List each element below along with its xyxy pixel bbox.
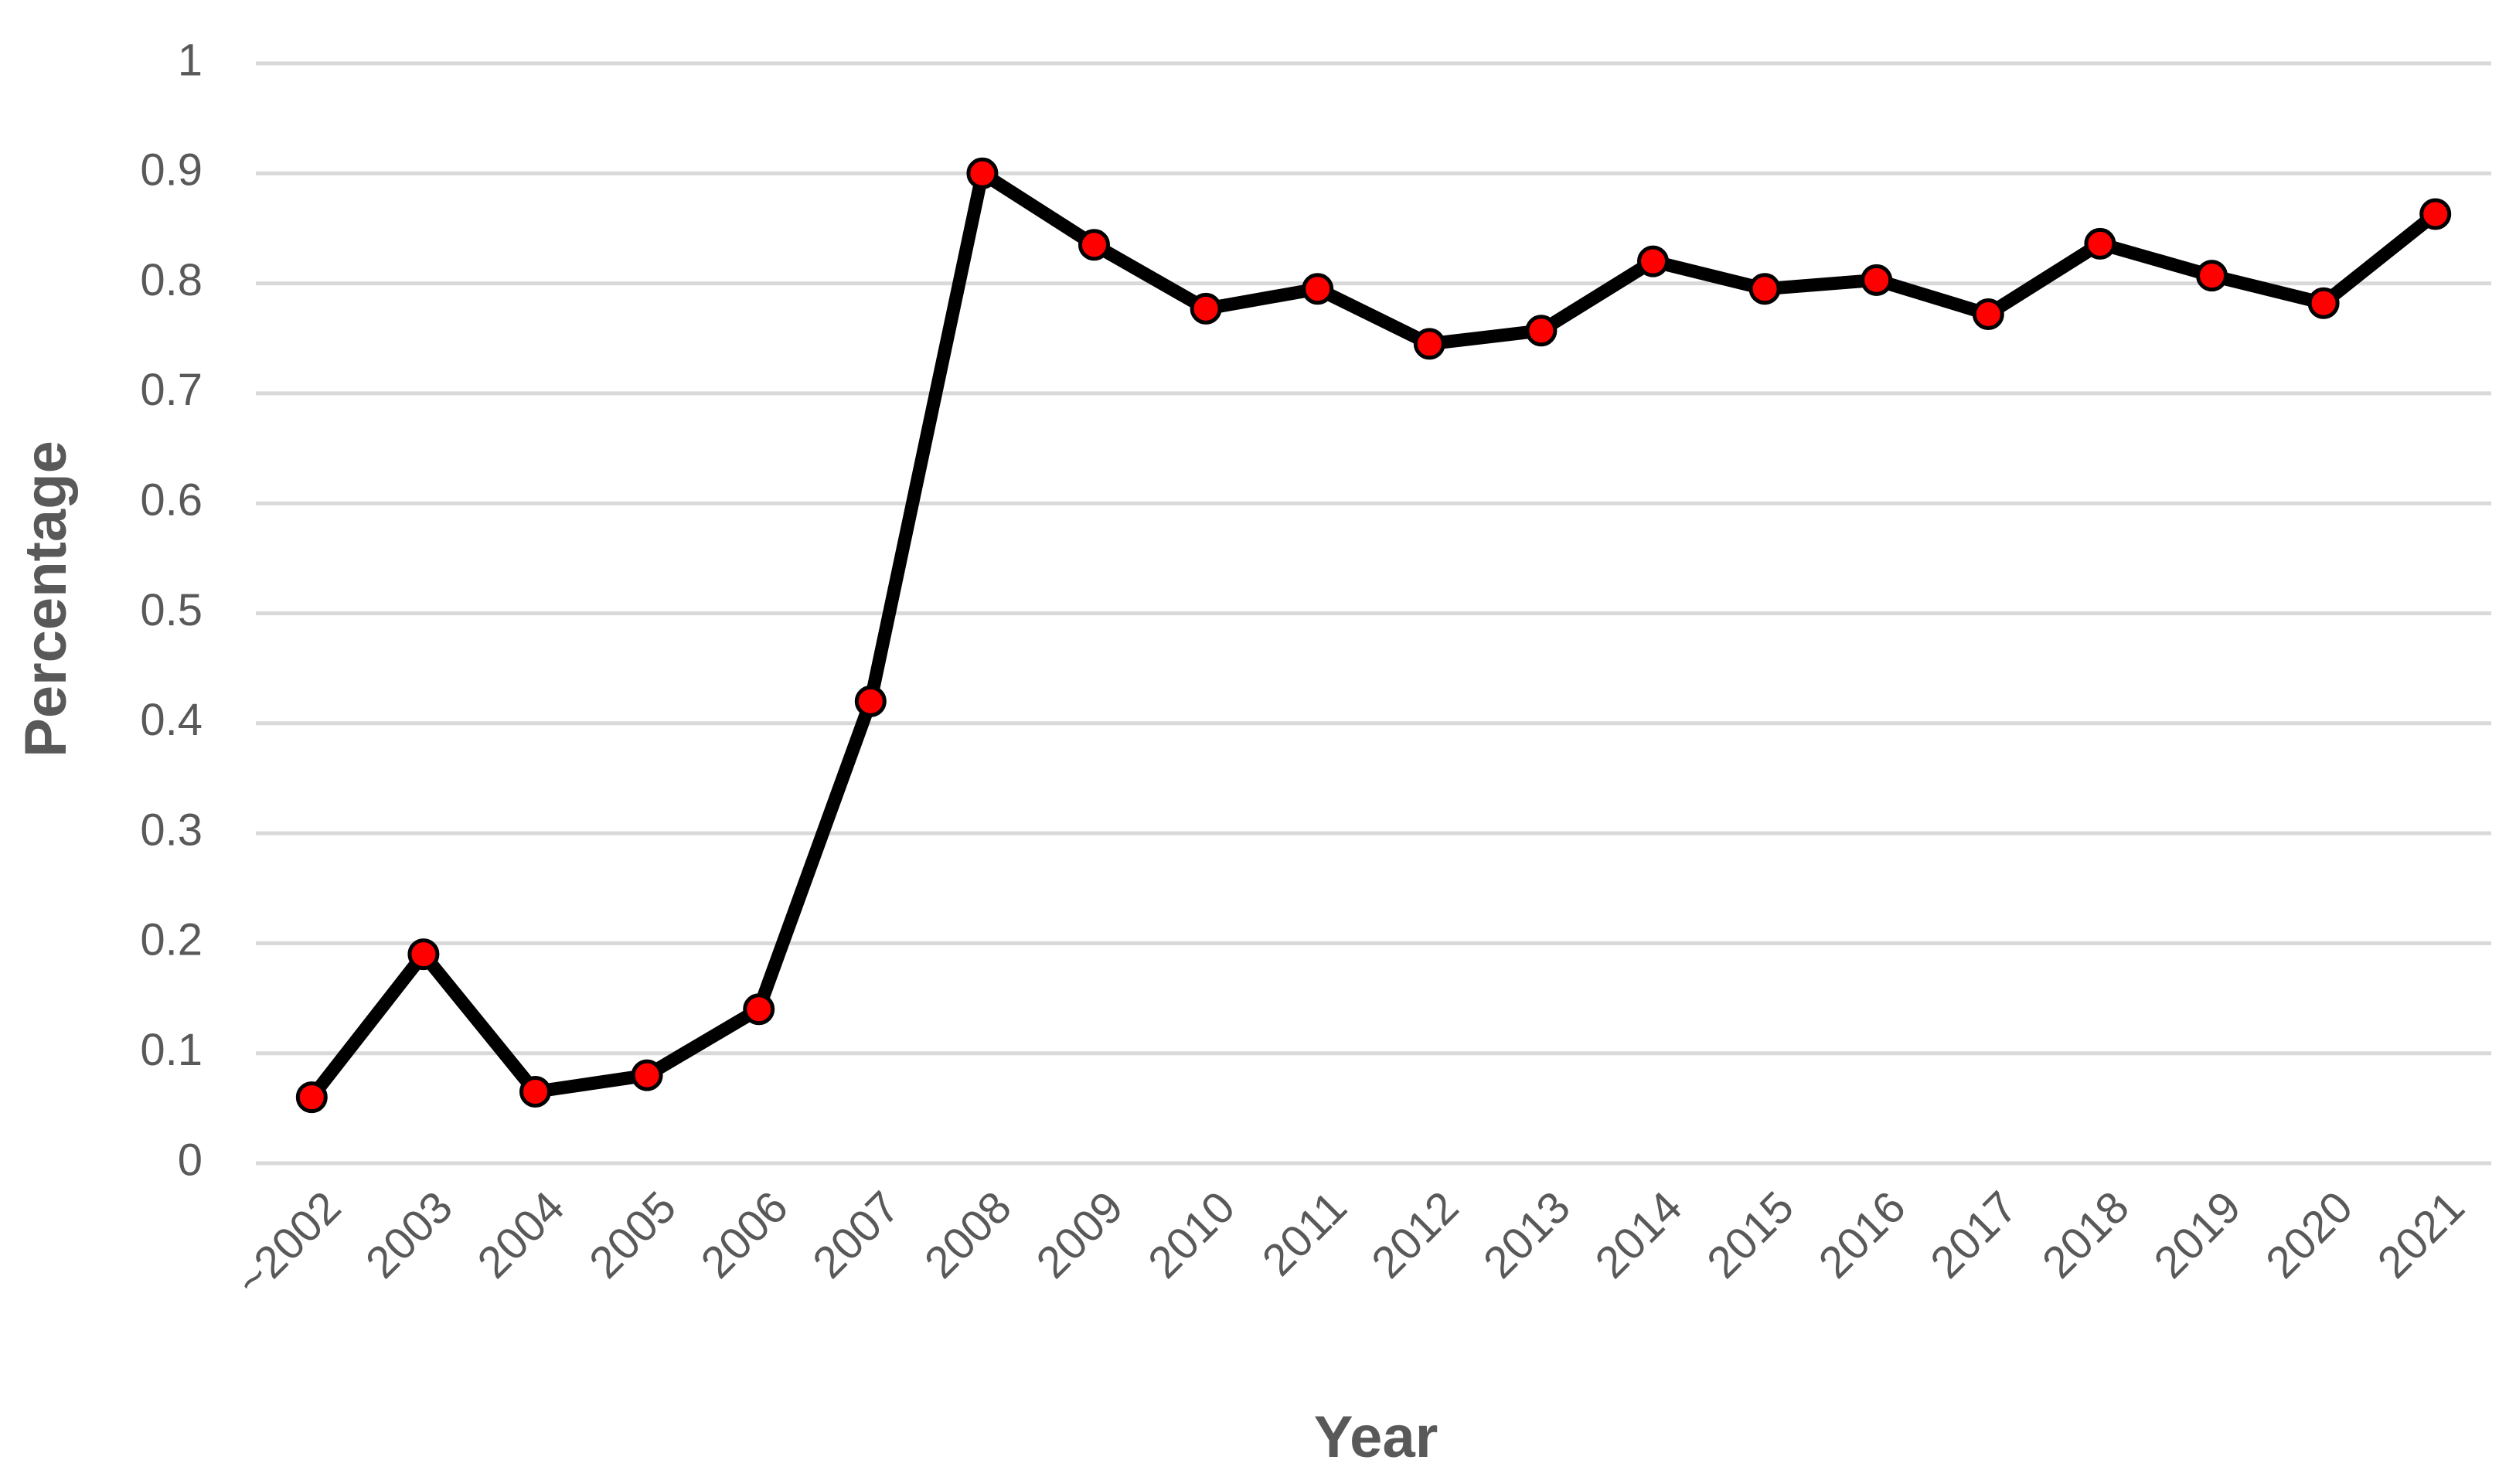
x-tick-label: ~2002 (226, 1182, 350, 1306)
x-tick-label: 2008 (915, 1182, 1021, 1288)
marker (2419, 198, 2452, 230)
marker (1637, 245, 1669, 277)
line (306, 166, 2439, 1101)
y-tick-label: 0.7 (140, 365, 203, 415)
marker (1078, 229, 1110, 261)
y-tick-label: 1 (178, 35, 203, 85)
y-tick-label: 0.2 (140, 915, 203, 965)
x-tick-label: 2003 (356, 1182, 462, 1288)
x-tick-label: 2004 (468, 1182, 574, 1288)
x-tick-label: 2014 (1585, 1182, 1691, 1288)
x-tick-label: 2019 (2144, 1182, 2250, 1288)
x-tick-label: 2015 (1697, 1182, 1803, 1288)
marker (2307, 287, 2340, 319)
y-tick-label: 0.9 (140, 145, 203, 196)
x-tick-label: 2020 (2256, 1182, 2362, 1288)
x-tick-label: 2007 (803, 1182, 909, 1288)
y-tick-label: 0.1 (140, 1025, 203, 1075)
x-tick-label: 2011 (1253, 1182, 1357, 1285)
y-tick-label: 0 (178, 1135, 203, 1185)
marker (1190, 292, 1222, 325)
marker (966, 157, 999, 189)
marker (1302, 273, 1334, 305)
marker (1861, 264, 1893, 296)
x-tick-label: 2010 (1139, 1182, 1244, 1288)
y-tick-label: 0.5 (140, 585, 203, 635)
marker (743, 993, 775, 1026)
x-tick-label: 2021 (2368, 1182, 2474, 1288)
x-tick-label: 2006 (692, 1182, 798, 1288)
marker (2084, 227, 2116, 260)
x-tick-label: 2012 (1362, 1182, 1468, 1288)
y-tick-label: 0.8 (140, 255, 203, 305)
y-tick-label: 0.6 (140, 475, 203, 526)
x-tick-label: 2018 (2033, 1182, 2139, 1288)
y-axis-title: Percentage (13, 441, 79, 757)
marker (631, 1059, 663, 1091)
x-tick-label: 2013 (1474, 1182, 1580, 1288)
marker (854, 685, 887, 717)
marker (519, 1076, 551, 1108)
marker (1972, 298, 2004, 330)
marker (1413, 328, 1445, 360)
x-axis-title: Year (1314, 1404, 1438, 1470)
marker (407, 938, 440, 971)
marker (2196, 260, 2228, 292)
x-tick-label: 2009 (1026, 1182, 1132, 1288)
y-tick-label: 0.3 (140, 805, 203, 855)
x-tick-label: 2005 (580, 1182, 686, 1288)
marker (1748, 273, 1781, 305)
x-tick-label: 2017 (1921, 1182, 2027, 1288)
x-tick-label: 2016 (1810, 1182, 1915, 1288)
marker (295, 1081, 328, 1114)
y-tick-label: 0.4 (140, 695, 203, 745)
marker (1525, 315, 1558, 347)
